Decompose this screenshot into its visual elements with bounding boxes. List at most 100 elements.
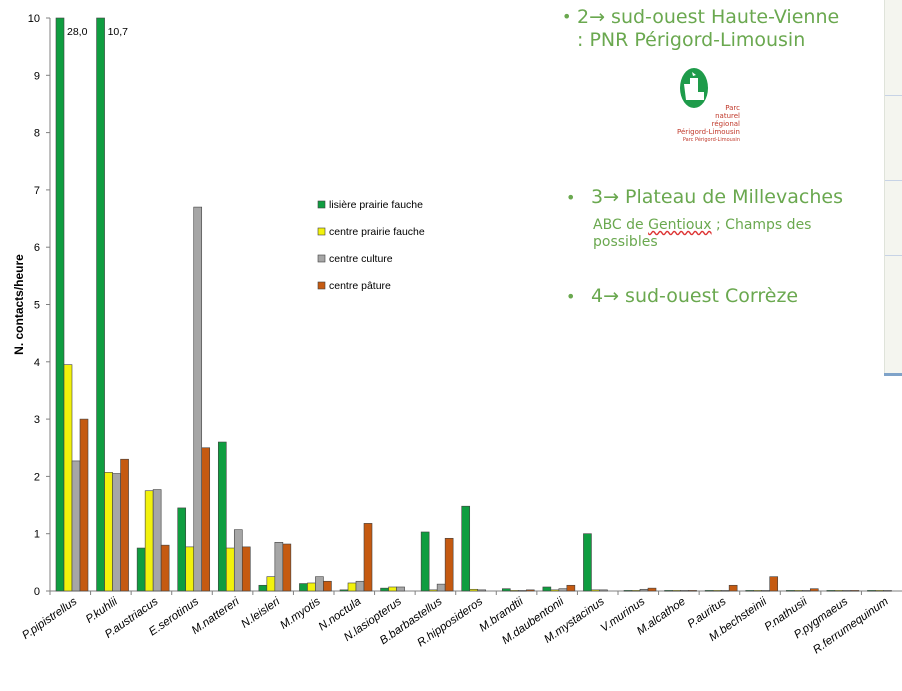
bar-3 xyxy=(639,588,649,592)
bar-3 xyxy=(883,590,892,592)
bar-3 xyxy=(517,590,527,592)
bar-4 xyxy=(160,544,170,592)
y-tick-label: 0 xyxy=(34,586,40,598)
logo-line-3: régional xyxy=(711,120,740,128)
item-3-title: 3→ Plateau de Millevaches xyxy=(591,186,843,208)
bar-2 xyxy=(672,590,681,592)
bar-3 xyxy=(761,590,771,592)
map-thumbnail xyxy=(884,0,902,375)
bar-4 xyxy=(120,458,129,592)
bar-4 xyxy=(525,589,535,592)
bar-4 xyxy=(728,584,738,592)
bar-2 xyxy=(428,589,438,592)
bar-1 xyxy=(867,590,876,592)
bar-2 xyxy=(469,588,479,592)
x-tick-label: M.myotis xyxy=(278,595,323,631)
logo-line-1: Parc xyxy=(725,104,740,112)
y-tick-label: 9 xyxy=(34,70,40,82)
bar-3 xyxy=(436,583,446,592)
bar-4 xyxy=(809,588,819,592)
bar-3 xyxy=(315,576,324,592)
bar-2 xyxy=(144,490,154,592)
bar-3 xyxy=(680,590,689,592)
legend-swatch xyxy=(317,254,326,263)
bar-1 xyxy=(664,590,673,592)
y-tick-label: 3 xyxy=(34,414,40,426)
bar-2 xyxy=(712,590,722,592)
y-tick-label: 8 xyxy=(34,128,40,140)
bar-1 xyxy=(217,441,227,592)
legend-label: centre prairie fauche xyxy=(329,226,425,238)
bar-3 xyxy=(274,541,284,592)
bar-3 xyxy=(842,590,852,592)
bar-4 xyxy=(850,590,860,592)
bar-1 xyxy=(96,17,105,592)
bar-2 xyxy=(834,590,844,592)
bar-2 xyxy=(753,590,763,592)
item-4-title: 4→ sud-ouest Corrèze xyxy=(591,285,799,307)
bar-3 xyxy=(396,586,405,592)
item-3-detail: ABC de Gentioux ; Champs des xyxy=(593,217,811,233)
bar-4 xyxy=(566,584,576,592)
bar-4 xyxy=(363,523,373,592)
bar-1 xyxy=(583,533,592,592)
bar-1 xyxy=(704,590,714,592)
logo-line-2: naturel xyxy=(715,112,740,120)
bullet-2: • xyxy=(562,7,572,26)
bar-1 xyxy=(258,584,268,592)
y-tick-label: 6 xyxy=(34,242,40,254)
map-border xyxy=(884,373,902,376)
bar-2 xyxy=(225,547,235,592)
bar-1 xyxy=(420,531,430,592)
logo-text: Parc naturel régional Périgord-Limousin … xyxy=(676,104,740,144)
legend-swatch xyxy=(317,281,326,290)
bar-1 xyxy=(55,17,65,592)
bar-1 xyxy=(501,588,511,592)
logo-line-4: Périgord-Limousin xyxy=(677,128,740,136)
pnr-perigord-limousin-logo xyxy=(680,68,708,108)
bar-4 xyxy=(79,418,89,592)
bar-1 xyxy=(380,587,389,592)
y-tick-label: 1 xyxy=(34,529,40,541)
legend-label: centre culture xyxy=(329,253,393,265)
bar-3 xyxy=(112,473,121,592)
item-3-detail-line2: possibles xyxy=(593,234,658,250)
bullet-4: • xyxy=(566,287,576,306)
bar-4 xyxy=(444,537,454,592)
bar-3 xyxy=(355,580,365,592)
data-label: 10,7 xyxy=(108,26,129,38)
bar-1 xyxy=(136,547,146,592)
bar-1 xyxy=(745,590,755,592)
bar-3 xyxy=(193,206,203,592)
bar-2 xyxy=(550,589,560,592)
x-tick-label: P.kuhlii xyxy=(84,595,120,625)
x-tick-label: R.ferrumequinum xyxy=(811,595,891,656)
bar-2 xyxy=(266,576,276,592)
bar-4 xyxy=(688,590,697,592)
y-tick-label: 5 xyxy=(34,300,40,312)
logo-line-5: Parc Périgord-Limousin xyxy=(682,137,740,143)
bar-4 xyxy=(647,587,657,592)
x-tick-label: P.pipistrellus xyxy=(20,595,79,642)
bar-2 xyxy=(63,364,73,592)
bar-4 xyxy=(241,546,251,592)
bar-3 xyxy=(801,590,811,592)
bar-3 xyxy=(558,588,568,592)
bar-1 xyxy=(623,590,633,592)
legend-swatch xyxy=(317,200,326,209)
y-tick-label: 10 xyxy=(28,13,40,25)
bar-2 xyxy=(631,590,641,592)
bar-3 xyxy=(152,489,162,592)
bar-4 xyxy=(201,447,211,592)
bar-1 xyxy=(177,507,187,592)
legend-label: centre pâture xyxy=(329,280,391,292)
bullet-3: • xyxy=(566,188,576,207)
bar-1 xyxy=(461,505,471,592)
bar-4 xyxy=(282,543,292,592)
legend-label: lisière prairie fauche xyxy=(329,199,423,211)
y-axis-label: N. contacts/heure xyxy=(12,254,26,355)
bar-3 xyxy=(71,460,81,592)
legend-swatch xyxy=(317,227,326,236)
bar-2 xyxy=(793,590,803,592)
